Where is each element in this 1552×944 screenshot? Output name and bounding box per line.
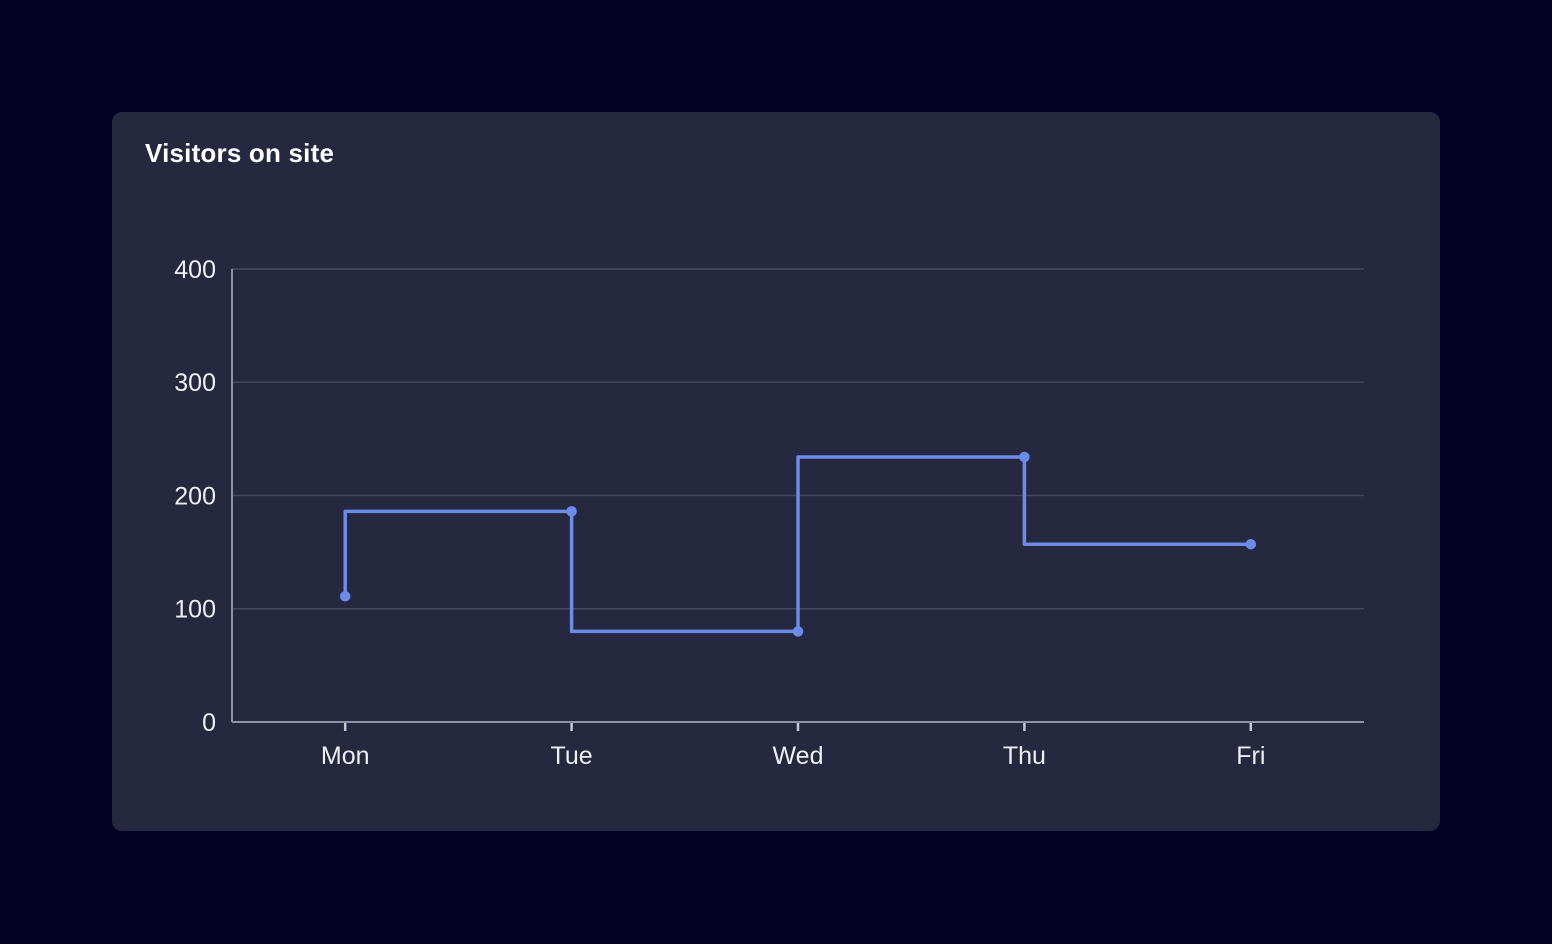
data-point-tue[interactable]	[566, 506, 577, 517]
y-axis-label-300: 300	[174, 369, 216, 397]
x-axis-label-tue: Tue	[551, 742, 593, 770]
data-point-mon[interactable]	[339, 591, 351, 602]
series-line-visitors	[343, 455, 1253, 634]
y-axis-label-0: 0	[202, 709, 216, 737]
visitors-chart[interactable]: 0 100 200 300 400 Mon Tue Wed Thu Fri	[112, 112, 1440, 831]
y-axis-label-200: 200	[174, 482, 216, 510]
x-axis-label-wed: Wed	[773, 742, 824, 770]
data-point-fri[interactable]	[1245, 538, 1257, 550]
x-axis-label-fri: Fri	[1236, 742, 1265, 770]
data-point-wed[interactable]	[792, 626, 804, 637]
x-axis-label-thu: Thu	[1003, 742, 1046, 770]
chart-card: Visitors on site 0 100 200 300 400 Mon Tue Wed T…	[112, 112, 1440, 831]
chart-title: Visitors on site	[145, 138, 335, 168]
x-axis-label-mon: Mon	[321, 742, 370, 770]
data-point-thu[interactable]	[1019, 451, 1030, 463]
y-axis-label-400: 400	[174, 256, 216, 284]
y-axis-label-100: 100	[174, 596, 216, 624]
